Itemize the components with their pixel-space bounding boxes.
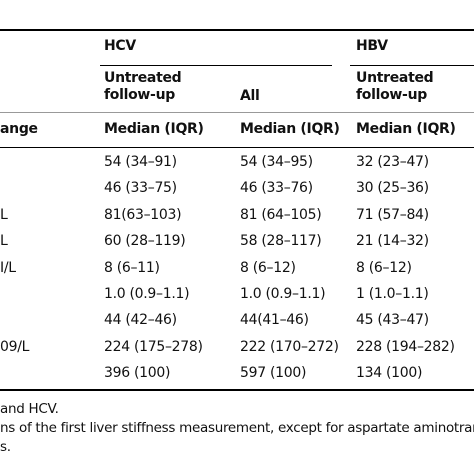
cell: 222 (170–272) xyxy=(240,338,339,355)
column-header: Untreated follow-up xyxy=(356,70,434,103)
cell: 30 (25–36) xyxy=(356,180,429,197)
row-label: L xyxy=(0,233,8,250)
group-header: HCV xyxy=(104,38,136,54)
header-rule xyxy=(0,112,474,113)
group-header: HBV xyxy=(356,38,388,54)
column-header: ange xyxy=(0,121,38,137)
cell: 54 (34–91) xyxy=(104,154,177,170)
cell: 597 (100) xyxy=(240,365,307,382)
cell: 8 (6–11) xyxy=(104,259,160,276)
cell: 228 (194–282) xyxy=(356,338,455,355)
row-label: L xyxy=(0,206,8,223)
row-label: 09/L xyxy=(0,338,30,355)
group-rule xyxy=(100,65,332,66)
cell: 1.0 (0.9–1.1) xyxy=(104,286,190,302)
cell: 46 (33–76) xyxy=(240,180,313,197)
column-header: Untreated follow-up xyxy=(104,70,182,103)
footnote: and HCV. xyxy=(0,401,59,417)
cell: 224 (175–278) xyxy=(104,338,203,355)
cell: 46 (33–75) xyxy=(104,180,177,197)
row-label: I/L xyxy=(0,259,16,276)
cell: 21 (14–32) xyxy=(356,233,429,250)
group-rule xyxy=(350,65,474,66)
cell: 54 (34–95) xyxy=(240,154,313,170)
cell: 44(41–46) xyxy=(240,312,309,329)
cell: 60 (28–119) xyxy=(104,233,186,250)
cell: 8 (6–12) xyxy=(356,259,412,276)
cell: 81 (64–105) xyxy=(240,206,322,223)
cell: 44 (42–46) xyxy=(104,312,177,329)
cell: 134 (100) xyxy=(356,365,423,382)
cell: 396 (100) xyxy=(104,365,171,382)
footnote: ns of the first liver stiffness measurem… xyxy=(0,420,474,436)
cell: 1 (1.0–1.1) xyxy=(356,286,429,302)
bottom-rule xyxy=(0,389,474,391)
cell: 32 (23–47) xyxy=(356,154,429,170)
stat-header: Median (IQR) xyxy=(240,121,340,137)
cell: 71 (57–84) xyxy=(356,206,429,223)
cell: 1.0 (0.9–1.1) xyxy=(240,286,326,302)
stat-header: Median (IQR) xyxy=(356,121,456,137)
column-header: All xyxy=(240,88,260,104)
cell: 58 (28–117) xyxy=(240,233,322,250)
cell: 8 (6–12) xyxy=(240,259,296,276)
stat-header: Median (IQR) xyxy=(104,121,204,137)
cell: 81(63–103) xyxy=(104,206,182,223)
header-rule xyxy=(0,147,474,148)
cell: 45 (43–47) xyxy=(356,312,429,329)
top-rule xyxy=(0,29,474,31)
footnote: s. xyxy=(0,439,11,455)
